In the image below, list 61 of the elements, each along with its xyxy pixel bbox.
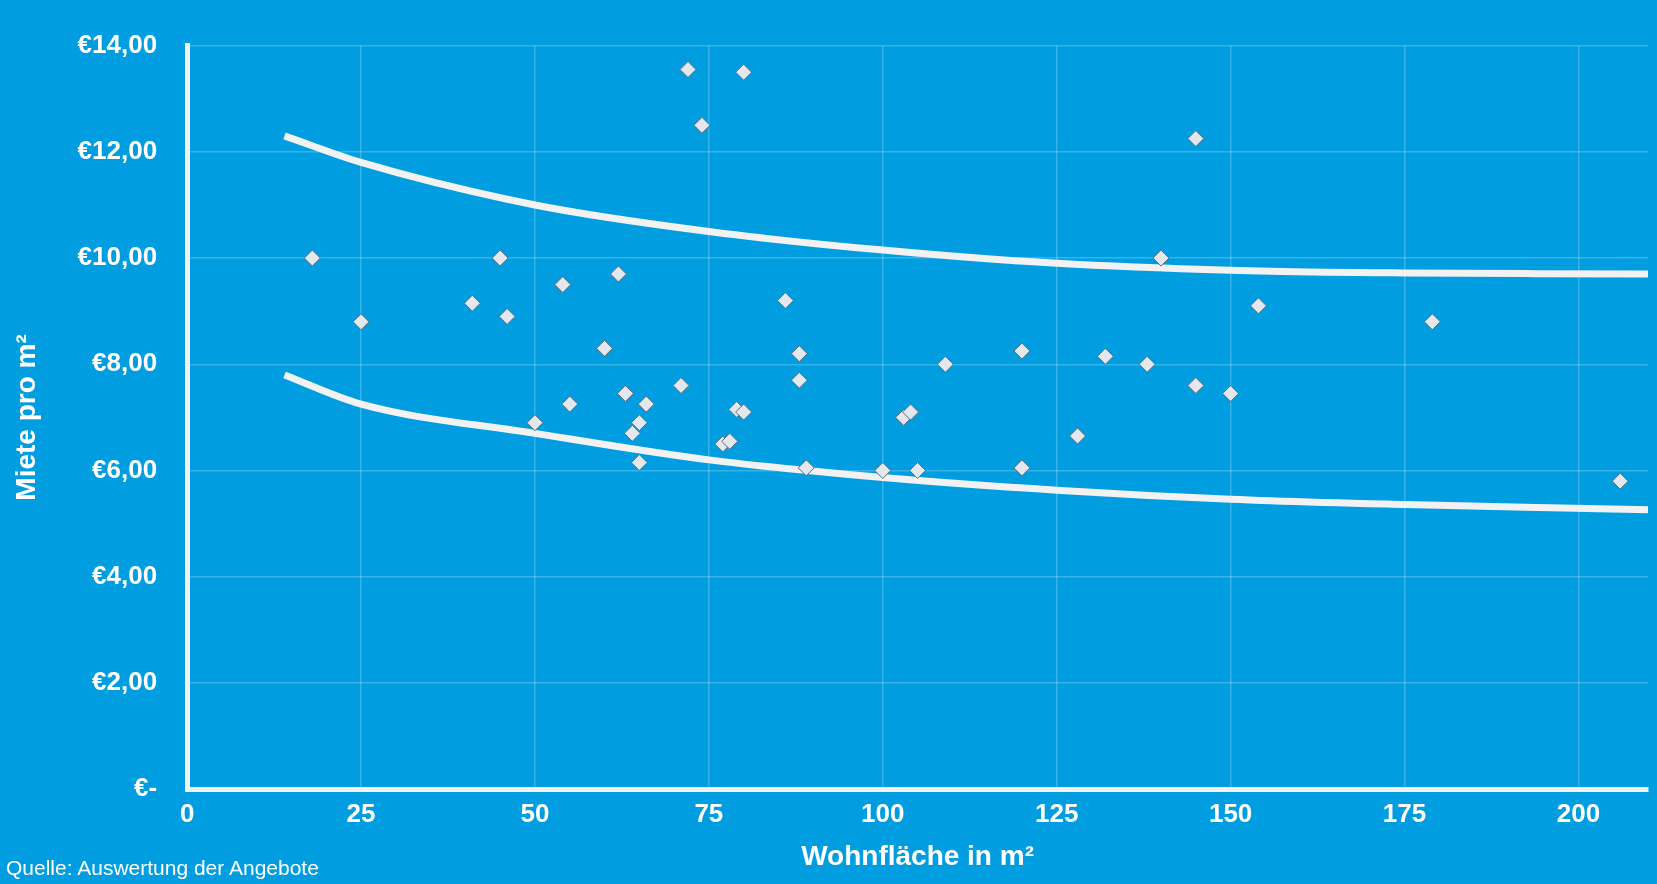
point (1096, 347, 1114, 365)
x-tick-label: 25 (346, 797, 376, 828)
source-note: Quelle: Auswertung der Angebote (6, 856, 319, 880)
y-axis-title: Miete pro m² (9, 334, 41, 501)
x-tick-label: 200 (1556, 797, 1601, 828)
y-tick-label: €10,00 (77, 241, 158, 272)
point (1013, 342, 1031, 360)
point (679, 61, 697, 78)
point (693, 116, 711, 134)
point (637, 395, 655, 413)
x-tick-label: 150 (1208, 797, 1253, 828)
x-axis-title: Wohnfläche in m² (801, 839, 1034, 871)
point (1222, 385, 1240, 402)
y-tick-label: €12,00 (77, 135, 158, 165)
y-tick-label: €14,00 (77, 28, 158, 59)
point (1069, 427, 1087, 445)
point (909, 462, 927, 480)
point (790, 371, 808, 389)
point (1152, 249, 1170, 267)
point (352, 313, 370, 331)
y-tick-label: €8,00 (92, 347, 158, 378)
x-tick-label: 75 (694, 797, 724, 828)
point (1138, 355, 1156, 373)
point (498, 307, 516, 325)
point (1013, 459, 1031, 477)
point (623, 424, 641, 442)
point (526, 414, 544, 432)
x-tick-label: 0 (179, 797, 195, 828)
point (561, 395, 579, 413)
point (902, 403, 920, 421)
x-tick-label: 175 (1382, 797, 1427, 828)
point (776, 292, 794, 310)
x-tick-label: 50 (520, 797, 550, 828)
point (1611, 472, 1629, 490)
point (672, 377, 690, 395)
point (596, 339, 614, 357)
y-tick-label: €4,00 (92, 559, 158, 590)
point (463, 294, 481, 312)
point (735, 403, 753, 421)
y-tick-label: €2,00 (92, 666, 158, 697)
point (1187, 130, 1205, 148)
point (1249, 297, 1267, 315)
x-tick-label: 125 (1035, 797, 1079, 828)
x-tick-label: 100 (861, 797, 905, 828)
point (721, 432, 739, 450)
point (735, 63, 753, 81)
point (936, 355, 954, 373)
point (1187, 377, 1205, 395)
point (630, 454, 648, 472)
y-tick-label: €- (134, 772, 158, 803)
y-tick-label: €6,00 (92, 453, 158, 484)
point (554, 276, 572, 294)
point (609, 265, 627, 283)
point (303, 249, 321, 267)
point (790, 345, 808, 363)
point (630, 414, 648, 432)
point (491, 249, 509, 267)
point (797, 459, 815, 477)
point (1423, 313, 1441, 331)
point (874, 462, 892, 480)
point (616, 385, 634, 402)
